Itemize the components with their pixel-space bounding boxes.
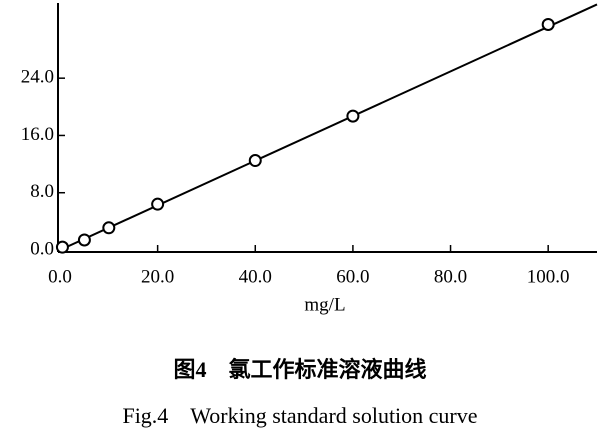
point — [102, 221, 116, 235]
point — [346, 109, 360, 123]
x-tick-label: 0.0 — [48, 266, 72, 287]
point — [248, 154, 262, 168]
x-tick-label: 20.0 — [141, 266, 174, 287]
point — [151, 197, 165, 211]
y-tick-label: 0.0 — [30, 238, 54, 259]
fit-line — [59, 3, 598, 251]
caption-cn: 图4 氯工作标准溶液曲线 — [173, 357, 426, 382]
y-tick-label: 8.0 — [30, 181, 54, 202]
y-tick-label: 16.0 — [21, 124, 54, 145]
point — [77, 233, 91, 247]
caption-en: Fig.4 Working standard solution curve — [122, 403, 477, 428]
x-axis-label: mg/L — [304, 294, 345, 315]
point — [55, 240, 69, 254]
y-tick-label: 24.0 — [21, 67, 54, 88]
x-tick-label: 40.0 — [239, 266, 272, 287]
x-tick-label: 100.0 — [527, 266, 570, 287]
x-tick-label: 60.0 — [336, 266, 369, 287]
x-tick-label: 80.0 — [434, 266, 467, 287]
point — [541, 17, 555, 31]
